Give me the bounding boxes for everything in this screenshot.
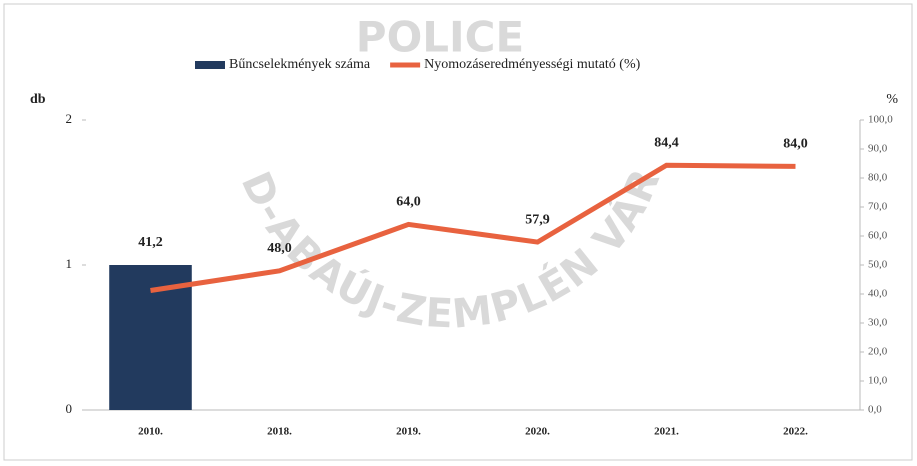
y-tick-label: 0 <box>66 401 73 416</box>
y-axis-label: db <box>30 92 46 107</box>
x-tick-label: 2021. <box>654 426 679 438</box>
x-tick-label: 2020. <box>525 426 550 438</box>
data-label: 41,2 <box>138 235 163 250</box>
legend-swatch <box>195 61 225 69</box>
data-label: 84,0 <box>783 137 808 152</box>
y2-tick-label: 10,0 <box>868 375 888 387</box>
x-tick-label: 2018. <box>267 426 292 438</box>
data-label: 48,0 <box>267 241 292 256</box>
y2-tick-label: 90,0 <box>868 143 888 155</box>
legend-label: Nyomozáseredményességi mutató (%) <box>424 57 640 72</box>
legend-label: Bűncselekmények száma <box>229 57 371 72</box>
x-tick-label: 2022. <box>783 426 808 438</box>
x-tick-label: 2019. <box>396 426 421 438</box>
data-label: 64,0 <box>396 195 421 210</box>
line <box>150 162 796 293</box>
y-tick-label: 2 <box>66 111 73 126</box>
watermark-title: POLICE <box>356 13 524 62</box>
data-label: 84,4 <box>654 135 679 150</box>
y2-tick-label: 100,0 <box>868 114 893 126</box>
y2-tick-label: 60,0 <box>868 230 888 242</box>
y2-tick-label: 30,0 <box>868 317 888 329</box>
y-tick-label: 1 <box>66 256 73 271</box>
y2-tick-label: 70,0 <box>868 201 888 213</box>
y2-tick-label: 20,0 <box>868 346 888 358</box>
x-tick-label: 2010. <box>138 426 163 438</box>
data-label: 57,9 <box>525 212 550 227</box>
y2-tick-label: 40,0 <box>868 288 888 300</box>
y2-tick-label: 80,0 <box>868 172 888 184</box>
y2-tick-label: 0,0 <box>868 404 882 416</box>
y2-axis-label: % <box>886 92 898 107</box>
y2-tick-label: 50,0 <box>868 259 888 271</box>
